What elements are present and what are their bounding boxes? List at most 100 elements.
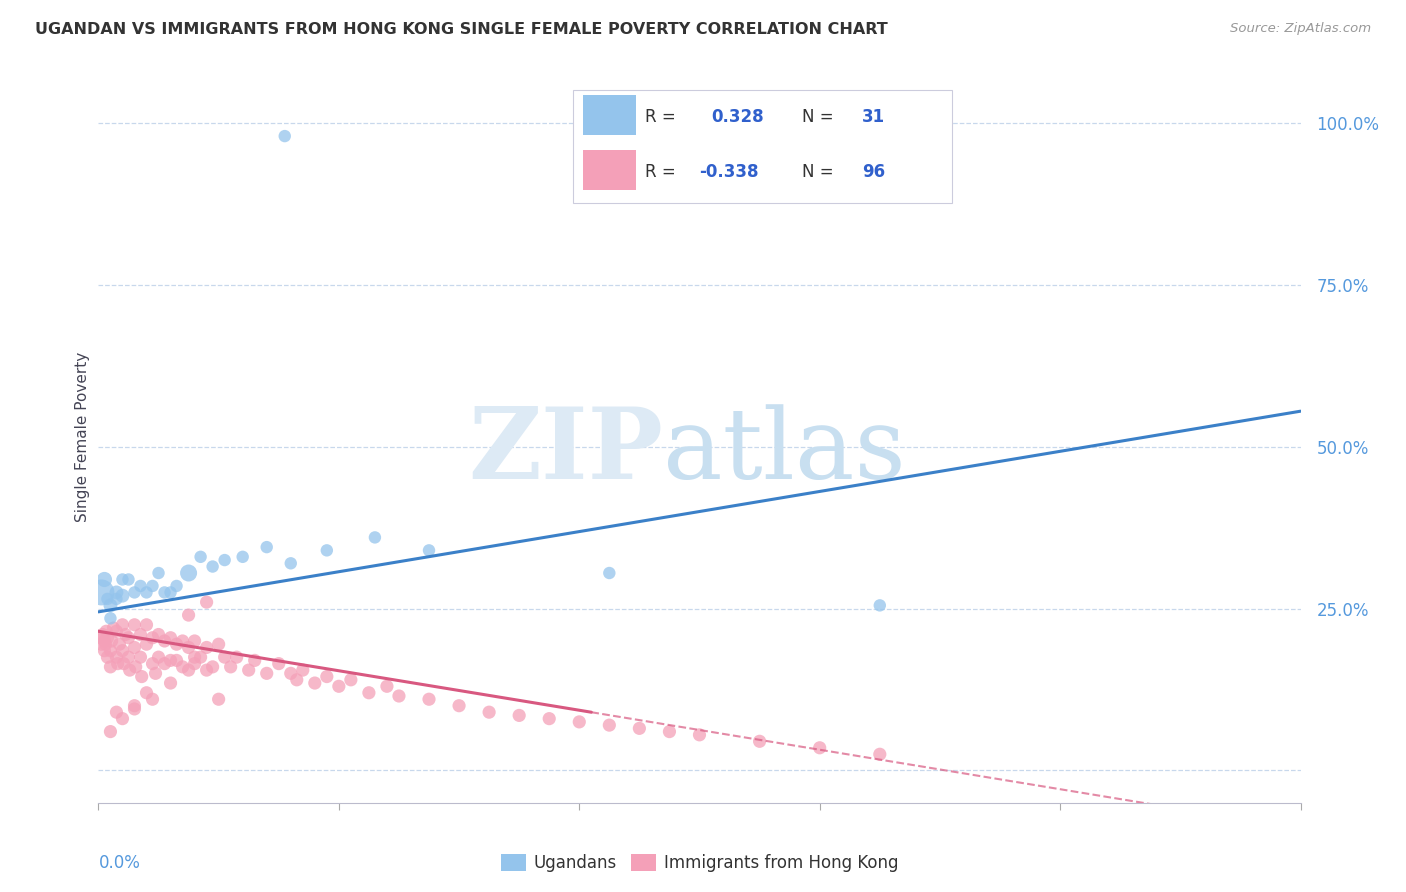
- Point: [105, 585, 128, 599]
- Text: atlas: atlas: [664, 404, 907, 500]
- Legend: Ugandans, Immigrants from Hong Kong: Ugandans, Immigrants from Hong Kong: [494, 847, 905, 879]
- Point: [153, 657, 176, 671]
- Point: [111, 617, 134, 632]
- Point: [124, 585, 146, 599]
- Point: [117, 573, 139, 587]
- Point: [105, 705, 128, 719]
- Text: 0.328: 0.328: [711, 108, 763, 126]
- Point: [141, 657, 163, 671]
- Point: [418, 543, 440, 558]
- Point: [190, 650, 212, 665]
- Point: [145, 666, 167, 681]
- FancyBboxPatch shape: [574, 90, 952, 203]
- Point: [628, 722, 651, 736]
- Point: [478, 705, 501, 719]
- Text: UGANDAN VS IMMIGRANTS FROM HONG KONG SINGLE FEMALE POVERTY CORRELATION CHART: UGANDAN VS IMMIGRANTS FROM HONG KONG SIN…: [35, 22, 889, 37]
- Point: [129, 650, 152, 665]
- Point: [688, 728, 710, 742]
- Point: [100, 660, 122, 674]
- Point: [280, 557, 302, 571]
- Point: [568, 714, 591, 729]
- Point: [90, 631, 112, 645]
- Point: [166, 579, 188, 593]
- Point: [315, 669, 337, 683]
- Point: [111, 573, 134, 587]
- Point: [100, 599, 122, 613]
- Point: [598, 718, 620, 732]
- Point: [201, 660, 224, 674]
- Point: [304, 676, 326, 690]
- Point: [214, 650, 236, 665]
- Point: [90, 585, 112, 599]
- Point: [117, 650, 139, 665]
- Point: [208, 637, 231, 651]
- Text: R =: R =: [645, 108, 676, 126]
- Point: [129, 579, 152, 593]
- Point: [177, 608, 200, 623]
- Point: [183, 634, 205, 648]
- Point: [96, 591, 118, 606]
- Point: [508, 708, 530, 723]
- Point: [148, 627, 170, 641]
- Point: [201, 559, 224, 574]
- Point: [447, 698, 470, 713]
- Point: [214, 553, 236, 567]
- Point: [111, 589, 134, 603]
- Point: [105, 650, 128, 665]
- Point: [232, 549, 254, 564]
- Point: [267, 657, 290, 671]
- Point: [748, 734, 770, 748]
- Point: [108, 637, 131, 651]
- Point: [598, 566, 620, 580]
- Point: [159, 676, 181, 690]
- Point: [141, 579, 163, 593]
- Text: R =: R =: [645, 162, 676, 180]
- Point: [195, 595, 218, 609]
- Point: [131, 669, 153, 683]
- Point: [159, 631, 181, 645]
- Point: [135, 617, 157, 632]
- Point: [124, 698, 146, 713]
- Point: [340, 673, 363, 687]
- Point: [658, 724, 681, 739]
- Point: [117, 631, 139, 645]
- Point: [166, 653, 188, 667]
- Point: [124, 702, 146, 716]
- Point: [808, 740, 831, 755]
- Point: [100, 634, 122, 648]
- Point: [280, 666, 302, 681]
- Point: [315, 543, 337, 558]
- Point: [135, 686, 157, 700]
- Point: [103, 621, 125, 635]
- Point: [100, 724, 122, 739]
- Point: [274, 129, 297, 144]
- Point: [125, 660, 148, 674]
- Point: [291, 663, 314, 677]
- Point: [195, 663, 218, 677]
- Point: [124, 640, 146, 655]
- Point: [375, 679, 398, 693]
- Point: [195, 640, 218, 655]
- Point: [90, 637, 112, 651]
- Point: [177, 640, 200, 655]
- Point: [105, 624, 128, 639]
- Point: [94, 637, 117, 651]
- Text: 96: 96: [862, 162, 884, 180]
- Point: [93, 573, 115, 587]
- Point: [124, 617, 146, 632]
- Point: [285, 673, 308, 687]
- Point: [96, 624, 118, 639]
- Point: [328, 679, 350, 693]
- Point: [869, 747, 891, 762]
- Point: [153, 634, 176, 648]
- Point: [418, 692, 440, 706]
- Point: [114, 627, 136, 641]
- Point: [135, 637, 157, 651]
- Point: [96, 631, 118, 645]
- Point: [183, 650, 205, 665]
- Point: [177, 566, 200, 580]
- Point: [190, 549, 212, 564]
- Point: [869, 599, 891, 613]
- Point: [148, 650, 170, 665]
- Point: [225, 650, 247, 665]
